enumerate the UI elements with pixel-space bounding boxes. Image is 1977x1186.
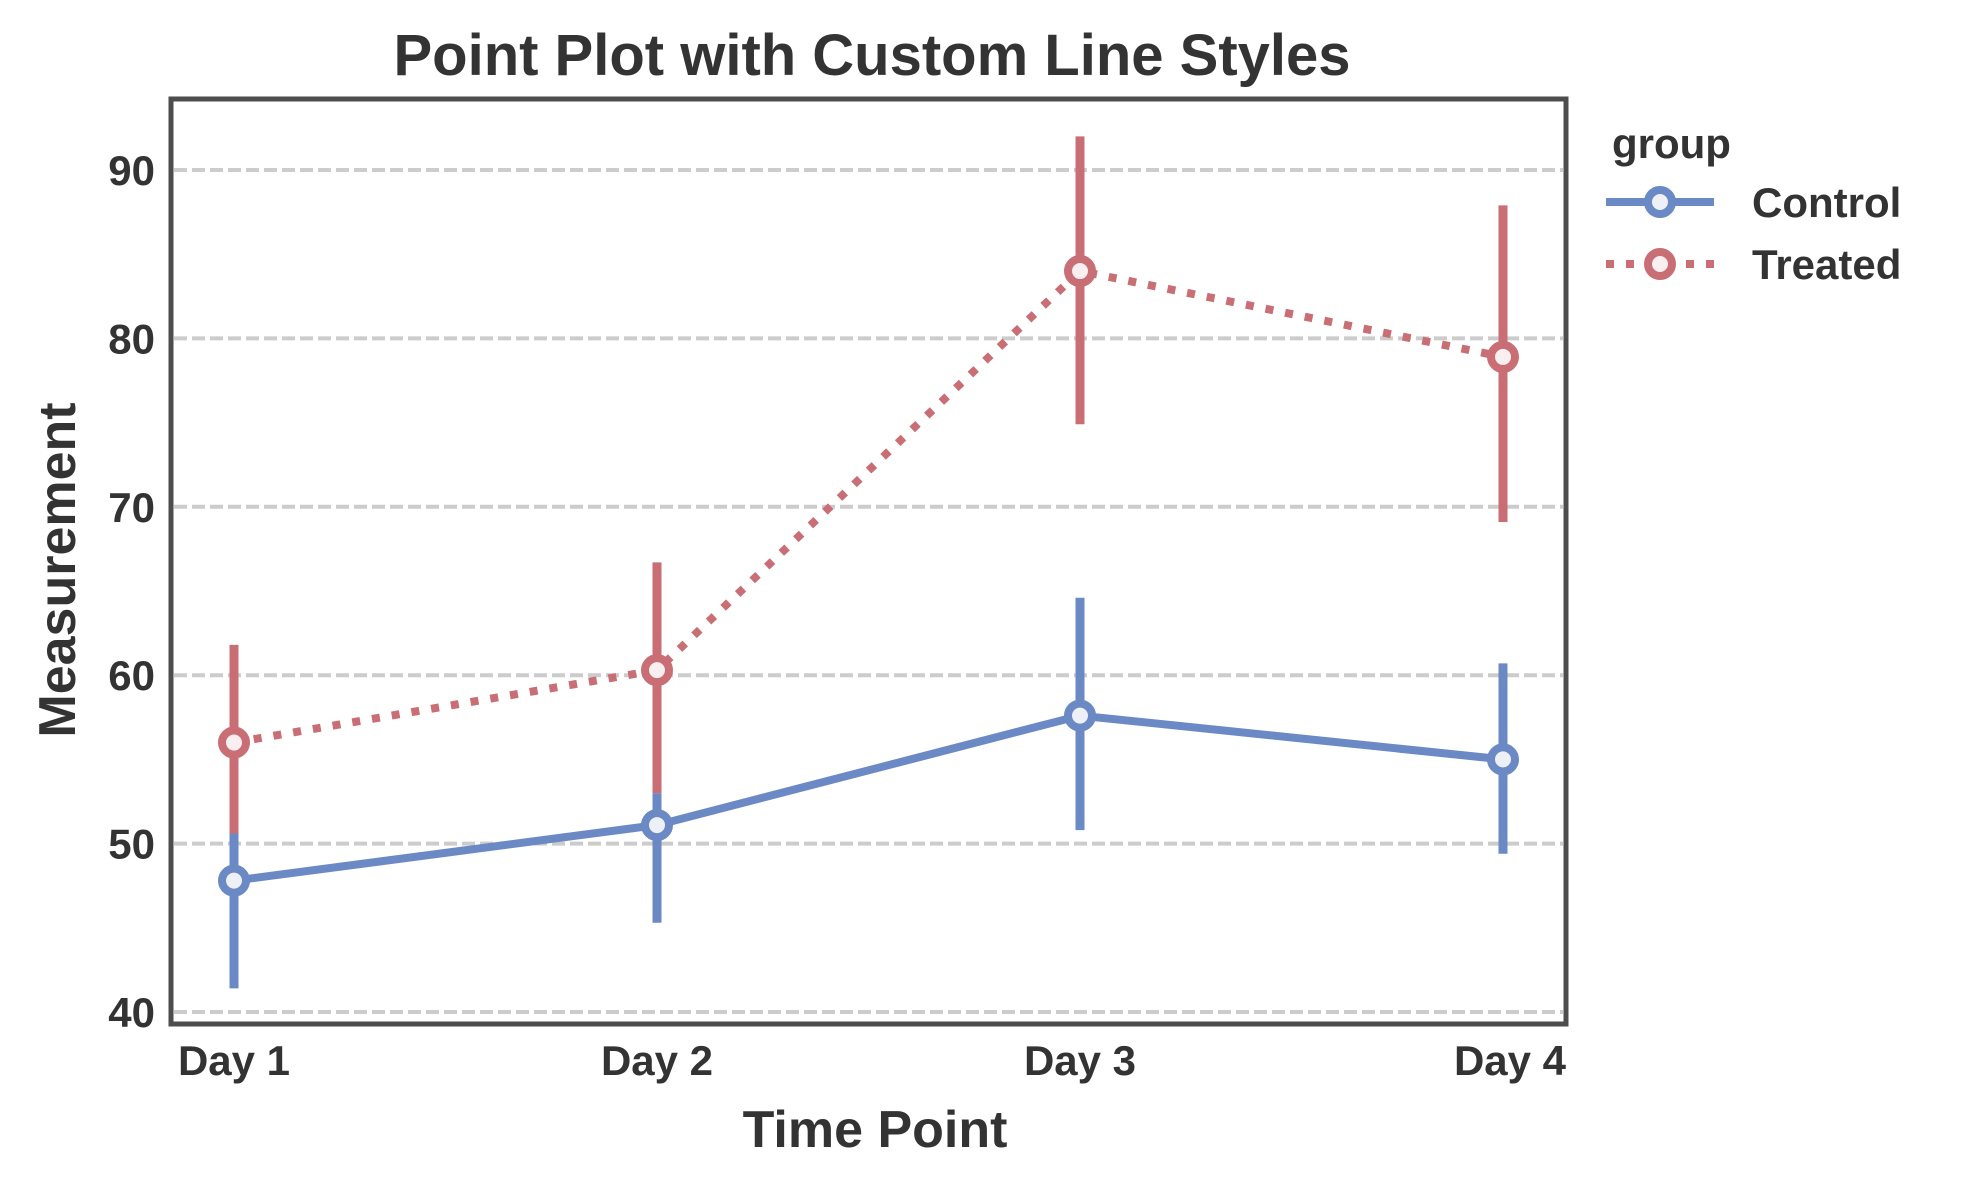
data-point-marker [218, 726, 250, 759]
data-point-marker [641, 654, 673, 687]
x-tick-labels: Day 1 Day 2 Day 3 Day 4 [178, 1037, 1567, 1084]
data-point-marker [1064, 255, 1096, 288]
data-point-marker [218, 864, 250, 897]
legend: group Control Treated [1606, 120, 1901, 288]
y-tick-label: 80 [108, 315, 155, 362]
legend-title: group [1612, 120, 1731, 167]
data-point-marker [1064, 699, 1096, 732]
y-tick-label: 60 [108, 652, 155, 699]
data-point-marker [641, 809, 673, 842]
y-gridlines [174, 168, 1563, 1014]
legend-item-treated: Treated [1606, 241, 1901, 288]
series-treated [218, 136, 1519, 834]
data-point-marker [1487, 743, 1519, 776]
series-line [233, 266, 1504, 747]
series-line [233, 711, 1504, 885]
y-tick-label: 50 [108, 821, 155, 868]
series-layer [218, 136, 1519, 989]
chart-title: Point Plot with Custom Line Styles [393, 23, 1350, 88]
x-tick-label: Day 1 [178, 1037, 290, 1084]
y-tick-label: 90 [108, 147, 155, 194]
axes-frame [168, 96, 1569, 1027]
legend-item-control: Control [1606, 179, 1901, 226]
y-axis-label: Measurement [29, 402, 87, 737]
legend-marker-icon [1644, 248, 1676, 280]
y-tick-labels: 40 50 60 70 80 90 [108, 147, 155, 1036]
legend-marker-icon [1644, 186, 1676, 218]
y-tick-label: 70 [108, 484, 155, 531]
x-tick-label: Day 4 [1454, 1037, 1567, 1084]
legend-label: Treated [1752, 241, 1901, 288]
x-axis-label: Time Point [743, 1101, 1008, 1159]
series-control [218, 597, 1519, 989]
data-point-marker [1487, 340, 1519, 373]
y-tick-label: 40 [108, 989, 155, 1036]
legend-label: Control [1752, 179, 1901, 226]
x-tick-label: Day 2 [601, 1037, 713, 1084]
x-tick-label: Day 3 [1024, 1037, 1136, 1084]
